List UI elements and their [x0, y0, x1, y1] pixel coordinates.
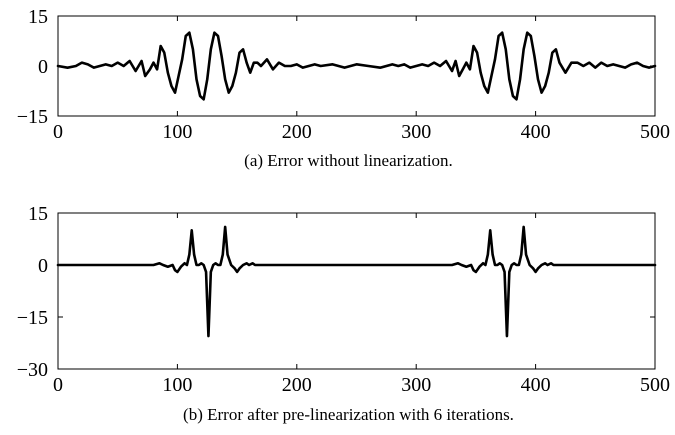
plot-b-series-line: [56, 225, 657, 338]
plot-b-xtick-label: 100: [162, 374, 192, 396]
plot-a-caption: (a) Error without linearization.: [244, 151, 453, 170]
plot-a-xtick-label: 300: [401, 121, 431, 143]
plot-a-xtick-label: 100: [162, 121, 192, 143]
plot-b-ytick-label: −15: [17, 307, 48, 329]
plot-a-ytick-label: 0: [38, 56, 48, 78]
plot-a-xtick-label: 0: [53, 121, 63, 143]
plot-a-xtick-label: 200: [282, 121, 312, 143]
plot-b-caption: (b) Error after pre-linearization with 6…: [183, 405, 514, 424]
plot-a-ytick-label: −15: [17, 106, 48, 128]
plot-a-xtick-label: 500: [640, 121, 670, 143]
plot-a-series-line: [56, 31, 657, 101]
plot-b-xtick-label: 300: [401, 374, 431, 396]
plot-a-xtick-label: 400: [521, 121, 551, 143]
plot-a-ytick-label: 15: [28, 6, 48, 28]
plot-b-xtick-label: 200: [282, 374, 312, 396]
plot-b: 0 100 200 300 400 500 15 0 −15 −30 (b) Error after…: [17, 203, 670, 424]
plot-b-xtick-label: 500: [640, 374, 670, 396]
plot-b-xtick-label: 0: [53, 374, 63, 396]
plot-b-ytick-label: 0: [38, 255, 48, 277]
plot-b-xtick-label: 400: [521, 374, 551, 396]
plot-b-frame: [57, 212, 656, 370]
plot-a-frame: [57, 15, 656, 117]
plot-b-ytick-label: −30: [17, 359, 48, 381]
plot-b-ytick-label: 15: [28, 203, 48, 225]
